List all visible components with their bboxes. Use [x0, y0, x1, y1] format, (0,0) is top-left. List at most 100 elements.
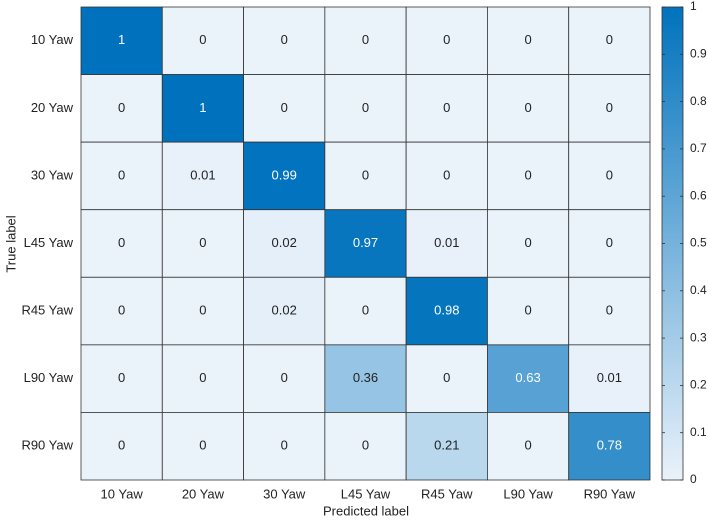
cell-value-label: 0.01 — [190, 167, 215, 182]
cell-value-label: 0 — [118, 370, 125, 385]
cell-value-label: 0 — [199, 303, 206, 318]
cell-value-label: 1 — [118, 32, 125, 47]
heatmap-cell — [243, 412, 326, 481]
y-tick-label: 20 Yaw — [31, 100, 74, 115]
cell-value-label: 0 — [281, 32, 288, 47]
colorbar-tick-label: 0.1 — [690, 425, 707, 439]
heatmap-cell — [243, 6, 326, 75]
heatmap-cell — [487, 209, 570, 278]
cell-value-label: 0 — [606, 235, 613, 250]
cell-value-label: 0 — [524, 303, 531, 318]
x-tick-label: R90 Yaw — [584, 486, 636, 501]
heatmap-cell — [324, 6, 407, 75]
cell-value-label: 0 — [524, 167, 531, 182]
y-tick-label: L45 Yaw — [24, 235, 74, 250]
x-tick-label: 30 Yaw — [263, 486, 306, 501]
heatmap-cell — [243, 74, 326, 143]
cell-value-label: 0 — [362, 303, 369, 318]
cell-value-label: 0 — [443, 370, 450, 385]
colorbar-tick-label: 0.9 — [690, 46, 707, 60]
cell-value-label: 0 — [118, 100, 125, 115]
cell-value-label: 0 — [199, 235, 206, 250]
heatmap-cell — [80, 344, 163, 413]
heatmap-cell — [161, 141, 244, 211]
colorbar-tick-label: 0.4 — [690, 283, 707, 297]
heatmap-cell — [161, 344, 244, 413]
heatmap-cell — [324, 344, 407, 413]
heatmap-cell — [568, 412, 651, 481]
heatmap-cell — [80, 74, 163, 143]
cell-value-label: 0 — [199, 438, 206, 453]
colorbar-tick-label: 0 — [690, 472, 697, 486]
heatmap-cell — [487, 141, 570, 211]
heatmap-cell — [324, 209, 407, 278]
cell-value-label: 0 — [281, 438, 288, 453]
cell-value-label: 0 — [606, 32, 613, 47]
cell-value-label: 1 — [199, 100, 206, 115]
heatmap-cell — [161, 6, 244, 75]
cell-value-label: 0.21 — [434, 438, 459, 453]
cell-value-label: 0 — [362, 32, 369, 47]
cell-value-label: 0.02 — [272, 235, 297, 250]
heatmap-cell — [405, 141, 488, 211]
cell-value-label: 0.36 — [353, 370, 378, 385]
cell-value-label: 0 — [443, 32, 450, 47]
y-tick-label: 10 Yaw — [31, 32, 74, 47]
heatmap-cell — [243, 141, 326, 211]
cell-value-label: 0 — [362, 438, 369, 453]
x-axis-label: Predicted label — [323, 503, 409, 518]
cell-value-label: 0 — [118, 167, 125, 182]
heatmap-cell — [405, 344, 488, 413]
cell-value-label: 0 — [118, 303, 125, 318]
cell-value-label: 0.01 — [434, 235, 459, 250]
cell-value-label: 0 — [362, 167, 369, 182]
colorbar-tick-label: 0.7 — [690, 141, 707, 155]
cell-value-label: 0 — [524, 32, 531, 47]
cell-value-label: 0 — [118, 235, 125, 250]
heatmap-cell — [324, 412, 407, 481]
heatmap-cell — [243, 344, 326, 413]
heatmap-cell — [405, 74, 488, 143]
y-tick-label: R90 Yaw — [21, 438, 73, 453]
cell-value-label: 0 — [606, 167, 613, 182]
heatmap-cell — [80, 209, 163, 278]
heatmap-cell — [568, 74, 651, 143]
colorbar-tick-label: 0.2 — [690, 378, 707, 392]
colorbar-tick-label: 1 — [690, 0, 697, 13]
cell-value-label: 0.98 — [434, 303, 459, 318]
heatmap-cell — [80, 412, 163, 481]
cell-value-label: 0 — [281, 370, 288, 385]
colorbar-tick-label: 0.8 — [690, 94, 707, 108]
cell-value-label: 0 — [281, 100, 288, 115]
cell-value-label: 0 — [606, 100, 613, 115]
y-tick-label: 30 Yaw — [31, 167, 74, 182]
colorbar-tick-label: 0.6 — [690, 188, 707, 202]
cell-value-label: 0.63 — [515, 370, 540, 385]
heatmap-cell — [405, 412, 488, 481]
cell-value-label: 0.97 — [353, 235, 378, 250]
colorbar-tick-label: 0.5 — [690, 236, 707, 250]
heatmap-cell — [487, 6, 570, 75]
x-tick-label: L90 Yaw — [503, 486, 553, 501]
y-tick-label: R45 Yaw — [21, 303, 73, 318]
heatmap-cell — [80, 6, 163, 75]
y-tick-label: L90 Yaw — [24, 370, 74, 385]
cell-value-label: 0 — [606, 303, 613, 318]
heatmap-cell — [568, 141, 651, 211]
x-tick-label: L45 Yaw — [341, 486, 391, 501]
cell-value-label: 0 — [524, 235, 531, 250]
x-tick-label: R45 Yaw — [421, 486, 473, 501]
colorbar-tick-label: 0.3 — [690, 330, 707, 344]
y-axis-label: True label — [3, 215, 18, 272]
heatmap-cell — [568, 344, 651, 413]
cell-value-label: 0.01 — [597, 370, 622, 385]
cell-value-label: 0.02 — [272, 303, 297, 318]
cell-value-label: 0 — [362, 100, 369, 115]
heatmap-cell — [405, 6, 488, 75]
cell-value-label: 0 — [524, 100, 531, 115]
heatmap-cell — [568, 276, 651, 346]
heatmap-cell — [568, 209, 651, 278]
heatmap-cell — [487, 74, 570, 143]
heatmap-cell — [80, 141, 163, 211]
